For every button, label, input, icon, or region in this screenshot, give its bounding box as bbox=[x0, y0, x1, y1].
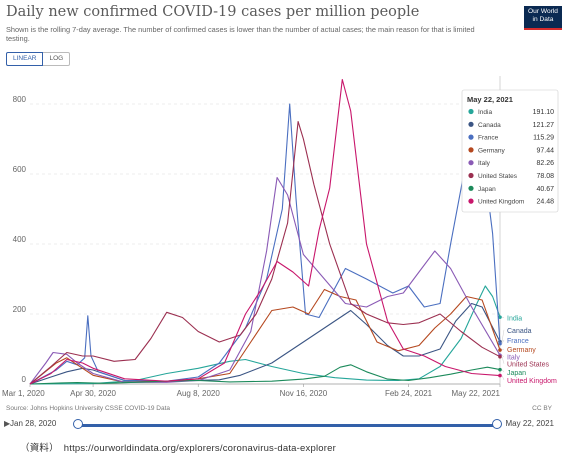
chart-subtitle: Shown is the rolling 7-day average. The … bbox=[6, 25, 475, 43]
x-tick-label: Mar 1, 2020 bbox=[2, 389, 45, 398]
tooltip-country: India bbox=[478, 109, 492, 116]
x-tick-label: Apr 30, 2020 bbox=[70, 389, 116, 398]
chart-title: Daily new confirmed COVID-19 cases per m… bbox=[6, 4, 420, 20]
series-end-label: Japan bbox=[507, 370, 526, 377]
tooltip-country: United States bbox=[478, 173, 518, 180]
tooltip-swatch bbox=[468, 134, 474, 140]
label-connector bbox=[501, 356, 505, 364]
timeline-track[interactable] bbox=[78, 424, 498, 427]
label-connector bbox=[501, 339, 505, 344]
label-connector bbox=[501, 369, 505, 373]
tooltip-swatch bbox=[468, 108, 474, 115]
tooltip-value: 78.08 bbox=[536, 173, 554, 180]
log-scale-button[interactable]: LOG bbox=[43, 52, 71, 66]
timeline-start-label: Jan 28, 2020 bbox=[10, 419, 57, 428]
tooltip-value: 115.29 bbox=[533, 135, 554, 142]
y-tick-label: 400 bbox=[13, 235, 27, 244]
y-tick-label: 600 bbox=[13, 165, 27, 174]
tooltip-country: France bbox=[478, 135, 499, 142]
line-chart: 0 200 400 600 800 Mar 1, 2020 Apr 30, 2020 Aug … bbox=[2, 76, 559, 398]
series-line bbox=[29, 288, 501, 385]
license-link[interactable]: CC BY bbox=[532, 405, 552, 412]
series-end-label: United States bbox=[507, 362, 550, 369]
tooltip-swatch bbox=[468, 172, 474, 179]
timeline-slider[interactable]: ▶ Jan 28, 2020 May 22, 2021 bbox=[0, 416, 568, 434]
logo-line1: Our World bbox=[528, 8, 558, 15]
x-tick-label: May 22, 2021 bbox=[452, 389, 501, 398]
tooltip-value: 82.26 bbox=[536, 160, 554, 167]
source-footnote: （資料） https://ourworldindata.org/explorer… bbox=[20, 443, 336, 454]
y-tick-label: 0 bbox=[22, 375, 27, 384]
series-end-label: Canada bbox=[507, 328, 532, 335]
series-end-label: Germany bbox=[507, 347, 536, 354]
series-endpoint bbox=[498, 341, 502, 346]
play-icon[interactable]: ▶ bbox=[4, 419, 11, 428]
x-tick-label: Feb 24, 2021 bbox=[385, 389, 433, 398]
tooltip-country: Canada bbox=[478, 122, 501, 129]
label-connector bbox=[501, 348, 505, 351]
tooltip-swatch bbox=[468, 121, 474, 127]
tooltip-value: 191.10 bbox=[533, 109, 555, 116]
label-connector bbox=[501, 375, 505, 380]
tooltip-value: 40.67 bbox=[536, 186, 554, 193]
x-tick-label: Aug 8, 2020 bbox=[177, 389, 221, 398]
series-end-label: India bbox=[507, 316, 522, 323]
tooltip-country: Germany bbox=[478, 147, 505, 154]
tooltip-country: United Kingdom bbox=[478, 199, 524, 206]
tooltip-value: 97.44 bbox=[536, 147, 554, 154]
series-line bbox=[29, 176, 501, 385]
tooltip-country: Japan bbox=[478, 186, 496, 193]
series-line bbox=[29, 302, 501, 385]
tooltip-swatch bbox=[468, 185, 474, 191]
logo-line2: in Data bbox=[532, 16, 554, 23]
source-note: Source: Johns Hopkins University CSSE CO… bbox=[6, 405, 171, 412]
series-endpoint bbox=[498, 315, 502, 319]
series-line bbox=[29, 285, 501, 385]
tooltip-value: 121.27 bbox=[533, 122, 555, 129]
tooltip-box bbox=[461, 89, 559, 213]
owid-logo[interactable]: Our World in Data bbox=[524, 6, 562, 30]
tooltip-country: Italy bbox=[478, 160, 491, 167]
y-tick-label: 200 bbox=[13, 305, 27, 314]
series-end-label: United Kingdom bbox=[507, 378, 557, 385]
x-tick-label: Nov 16, 2020 bbox=[280, 389, 328, 398]
linear-scale-button[interactable]: LINEAR bbox=[6, 52, 44, 66]
series-line bbox=[29, 120, 501, 385]
series-line bbox=[29, 364, 501, 385]
timeline-end-label: May 22, 2021 bbox=[505, 419, 554, 428]
series-endpoint bbox=[498, 367, 502, 372]
series-line bbox=[29, 78, 501, 385]
tooltip-swatch bbox=[468, 198, 474, 204]
series-endpoint bbox=[498, 348, 502, 352]
tooltip-date: May 22, 2021 bbox=[467, 95, 513, 104]
series-endpoint bbox=[498, 373, 502, 378]
series-endpoint bbox=[498, 354, 502, 359]
series-end-label: France bbox=[507, 338, 529, 345]
y-tick-label: 800 bbox=[13, 95, 27, 104]
tooltip-swatch bbox=[468, 147, 474, 153]
series-line bbox=[29, 103, 501, 385]
timeline-end-handle[interactable] bbox=[492, 419, 502, 429]
timeline-start-handle[interactable] bbox=[73, 419, 83, 429]
label-connector bbox=[501, 355, 505, 357]
label-connector bbox=[501, 329, 505, 342]
scale-toggle: LINEAR LOG bbox=[6, 52, 71, 66]
tooltip-swatch bbox=[468, 160, 474, 166]
tooltip-value: 24.48 bbox=[536, 199, 554, 206]
series-end-label: Italy bbox=[507, 355, 520, 362]
tooltip: May 22, 2021 India 191.10 Canada 121.27 Franc… bbox=[461, 89, 559, 213]
